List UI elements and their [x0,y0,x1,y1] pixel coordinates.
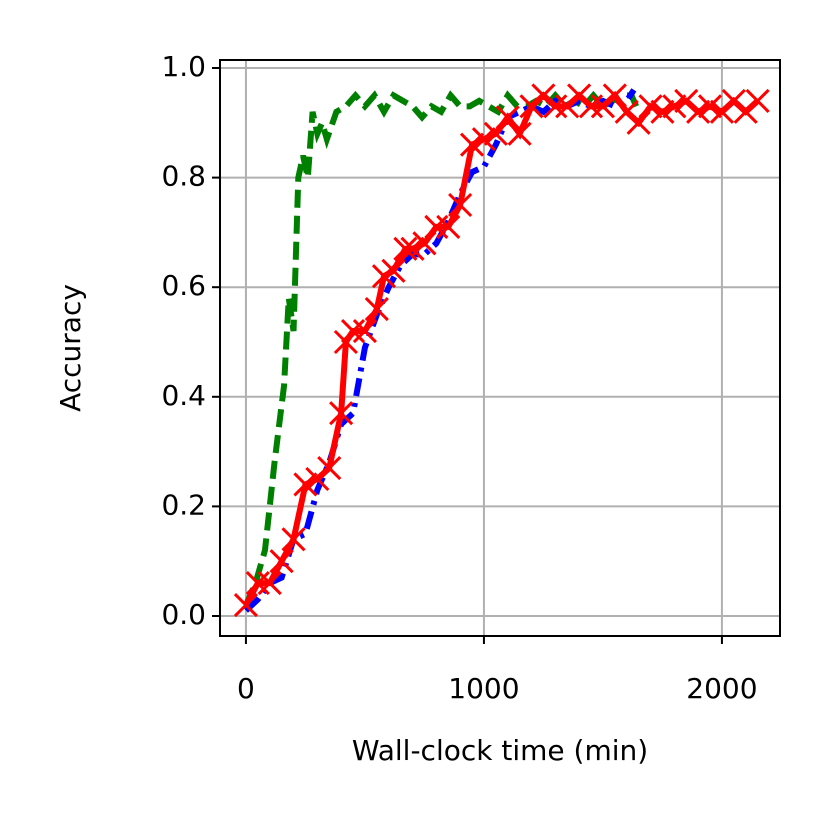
marker [381,258,406,283]
marker [602,83,627,108]
marker [578,94,604,119]
marker [483,121,508,146]
x-axis-label: Wall-clock time (min) [352,734,648,767]
marker [436,214,461,239]
plot-frame [219,59,781,637]
marker [686,99,711,124]
x-tick-label: 1000 [448,672,519,705]
marker [333,329,358,355]
marker [495,105,520,130]
marker [543,94,568,119]
y-tick-label: 0.6 [161,269,206,302]
marker [269,549,294,574]
marker [317,455,342,481]
marker [329,401,354,426]
marker [412,231,437,256]
marker [400,236,425,261]
marker [233,592,259,618]
marker [638,94,663,119]
y-tick-label: 0.4 [161,379,206,412]
y-tick-label: 0.8 [161,160,206,193]
marker [471,127,496,152]
x-tick-label: 0 [237,672,255,705]
marker [424,214,449,239]
marker [745,88,770,113]
y-tick-label: 0.2 [161,488,206,521]
marker [448,192,473,218]
marker [650,99,675,124]
marker [340,318,366,344]
marker [459,132,485,157]
marker [245,571,270,596]
marker [257,571,282,596]
y-axis-label: Accuracy [54,284,87,412]
marker [364,297,389,322]
series-line [243,90,760,607]
marker [662,94,687,119]
marker [293,472,318,497]
marker [393,236,418,261]
y-tick-label: 1.0 [161,50,206,83]
y-tick-label: 0.0 [161,598,206,631]
marker [281,527,306,552]
marker [507,121,532,146]
marker [352,318,377,344]
marker [697,94,723,119]
x-tick-label: 2000 [686,672,757,705]
marker [626,110,651,135]
